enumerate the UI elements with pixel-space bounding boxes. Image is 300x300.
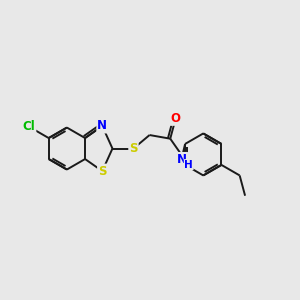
Text: O: O	[171, 112, 181, 125]
Text: S: S	[98, 165, 106, 178]
Text: H: H	[184, 160, 193, 170]
Text: S: S	[129, 142, 138, 155]
Text: N: N	[177, 153, 187, 166]
Text: Cl: Cl	[23, 120, 35, 133]
Text: N: N	[97, 119, 107, 133]
